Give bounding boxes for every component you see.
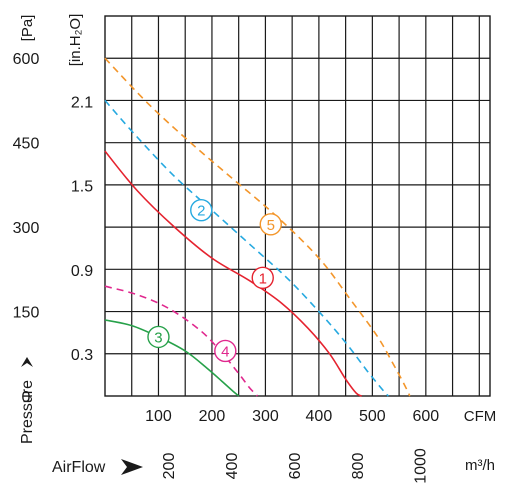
x-unit-secondary: m³/h [465,457,495,474]
y-axis-arrow-icon [21,357,33,367]
curve-1 [104,150,363,397]
y-tick-pa: 600 [13,51,40,68]
x-axis-title: AirFlow [52,459,106,476]
x-tick-m3h: 1000 [413,448,430,484]
curve-label-2: 2 [197,203,205,220]
curve-marker-5 [259,213,282,236]
curve-marker-4 [214,339,237,363]
x-tick-m3h: 800 [350,453,367,480]
curve-3 [104,319,240,397]
x-axis-arrow-icon [121,459,143,475]
curve-label-3: 3 [154,329,162,346]
y-tick-pa: 300 [13,220,40,237]
curve-labels: 1 2 3 4 5 [147,199,282,363]
y-axis-title: Pressure [19,380,36,444]
x-tick-cfm: 300 [252,408,279,425]
plot-frame [104,15,491,397]
x-tick-cfm: 200 [199,408,226,425]
y-unit-secondary: [in.H₂O] [67,14,84,67]
y-tick-inh2o: 0.9 [71,263,93,280]
curve-label-4: 4 [221,343,229,360]
curve-label-1: 1 [259,270,267,287]
x-tick-m3h: 200 [161,453,178,480]
x-tick-m3h: 600 [287,453,304,480]
y-tick-inh2o: 0.3 [71,347,93,364]
y-tick-inh2o: 2.1 [71,95,93,112]
curve-2 [104,99,389,397]
y-tick-pa: 150 [13,305,40,322]
y-unit-primary: [Pa] [19,15,36,42]
x-tick-cfm: 100 [145,408,172,425]
curve-marker-3 [147,325,170,349]
grid [104,15,491,397]
curve-marker-2 [190,199,213,222]
curve-4 [104,285,258,397]
x-tick-cfm: 600 [412,408,439,425]
y-tick-pa: 0 [22,389,31,406]
performance-curves [104,57,411,397]
y-tick-pa: 450 [13,136,40,153]
y-tick-inh2o: 1.5 [71,179,93,196]
x-unit-primary: CFM [464,408,497,425]
x-tick-cfm: 500 [359,408,386,425]
x-tick-m3h: 400 [224,453,241,480]
curve-marker-1 [251,266,274,289]
curve-5 [104,57,411,397]
x-tick-cfm: 400 [306,408,333,425]
curve-label-5: 5 [267,217,275,234]
